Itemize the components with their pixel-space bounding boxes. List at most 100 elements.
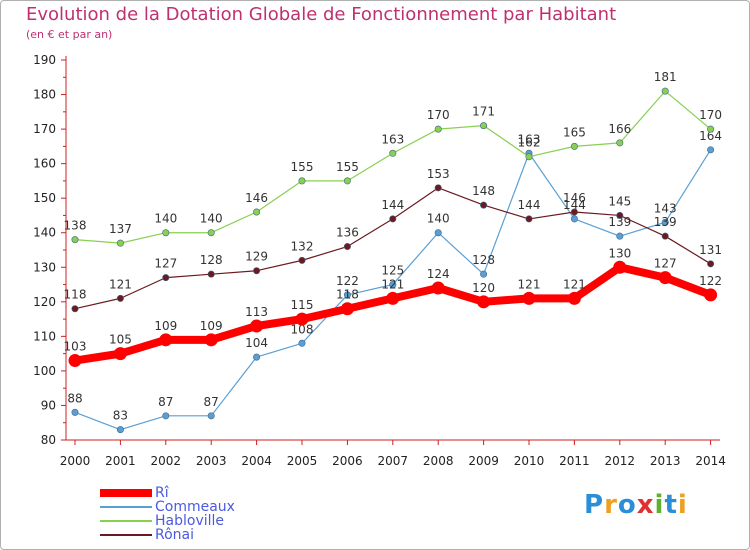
- data-label-ronai: 118: [64, 288, 87, 302]
- data-point-commeaux: [162, 412, 170, 420]
- data-point-habloville: [343, 177, 351, 185]
- data-point-ronai: [480, 201, 488, 209]
- data-point-commeaux: [207, 412, 215, 420]
- data-point-commeaux: [661, 218, 669, 226]
- x-tick-label: 2009: [468, 454, 499, 468]
- x-tick-label: 2001: [105, 454, 136, 468]
- data-label-ri: 115: [291, 298, 314, 312]
- data-label-commeaux: 87: [204, 395, 219, 409]
- data-label-ronai: 131: [699, 243, 722, 257]
- data-point-habloville: [116, 239, 124, 247]
- data-point-commeaux: [116, 426, 124, 434]
- y-tick-label: 160: [33, 157, 56, 171]
- data-label-ri: 130: [608, 246, 631, 260]
- data-label-commeaux: 125: [381, 264, 404, 278]
- data-label-ronai: 139: [654, 215, 677, 229]
- data-label-ri: 122: [699, 274, 722, 288]
- data-point-ronai: [162, 274, 170, 282]
- data-point-commeaux: [389, 281, 397, 289]
- data-point-ri: [386, 291, 400, 305]
- data-label-habloville: 155: [336, 160, 359, 174]
- data-point-ronai: [343, 243, 351, 251]
- data-label-habloville: 170: [699, 108, 722, 122]
- data-label-habloville: 171: [472, 105, 495, 119]
- data-point-ri: [613, 260, 627, 274]
- data-point-commeaux: [298, 339, 306, 347]
- data-label-ri: 109: [200, 319, 223, 333]
- data-point-commeaux: [343, 291, 351, 299]
- data-label-ronai: 144: [381, 198, 404, 212]
- chart-title: Evolution de la Dotation Globale de Fonc…: [26, 4, 617, 25]
- data-point-ri: [68, 354, 82, 368]
- data-point-commeaux: [616, 232, 624, 240]
- data-label-ri: 127: [654, 257, 677, 271]
- data-point-commeaux: [71, 408, 79, 416]
- x-tick-label: 2004: [241, 454, 272, 468]
- y-tick-label: 180: [33, 88, 56, 102]
- y-tick-label: 110: [33, 329, 56, 343]
- data-point-commeaux: [253, 353, 261, 361]
- legend-label: Rî: [155, 485, 169, 501]
- x-tick-label: 2012: [605, 454, 636, 468]
- data-point-ronai: [661, 232, 669, 240]
- data-point-ronai: [207, 270, 215, 278]
- x-tick-label: 2011: [559, 454, 590, 468]
- data-label-ronai: 148: [472, 184, 495, 198]
- data-label-ronai: 144: [518, 198, 541, 212]
- logo-letter: r: [604, 490, 618, 520]
- data-label-ri: 120: [472, 281, 495, 295]
- data-label-commeaux: 164: [699, 129, 722, 143]
- x-tick-label: 2006: [332, 454, 363, 468]
- data-point-ri: [250, 319, 264, 333]
- data-label-commeaux: 88: [67, 391, 82, 405]
- data-point-ronai: [298, 256, 306, 264]
- data-label-habloville: 181: [654, 70, 677, 84]
- y-tick-label: 150: [33, 191, 56, 205]
- legend-swatch: [100, 520, 152, 522]
- data-label-ronai: 153: [427, 167, 450, 181]
- data-label-habloville: 162: [518, 136, 541, 150]
- data-label-habloville: 140: [200, 212, 223, 226]
- data-point-ri: [658, 271, 672, 285]
- logo-letter: o: [617, 490, 637, 520]
- data-point-habloville: [525, 153, 533, 161]
- y-tick-label: 170: [33, 122, 56, 136]
- data-label-ri: 121: [381, 277, 404, 291]
- data-point-ronai: [570, 208, 578, 216]
- data-point-ri: [431, 281, 445, 295]
- y-tick-label: 120: [33, 295, 56, 309]
- legend-label: Commeaux: [155, 499, 235, 515]
- x-tick-label: 2014: [695, 454, 726, 468]
- data-label-ri: 109: [154, 319, 177, 333]
- legend-swatch: [100, 506, 152, 508]
- data-point-habloville: [71, 236, 79, 244]
- data-label-ronai: 129: [245, 250, 268, 264]
- data-point-ri: [113, 347, 127, 361]
- logo-letter: i: [654, 490, 665, 520]
- x-tick-label: 2010: [514, 454, 545, 468]
- data-label-habloville: 140: [154, 212, 177, 226]
- data-label-ronai: 145: [608, 194, 631, 208]
- data-label-ri: 118: [336, 288, 359, 302]
- y-tick-label: 100: [33, 364, 56, 378]
- data-label-habloville: 155: [291, 160, 314, 174]
- data-point-ronai: [616, 211, 624, 219]
- y-tick-label: 140: [33, 226, 56, 240]
- data-point-ri: [567, 291, 581, 305]
- data-point-habloville: [162, 229, 170, 237]
- data-point-habloville: [434, 125, 442, 133]
- data-point-ronai: [116, 294, 124, 302]
- x-tick-label: 2008: [423, 454, 454, 468]
- legend-swatch: [100, 534, 152, 536]
- data-label-habloville: 137: [109, 222, 132, 236]
- data-label-commeaux: 122: [336, 274, 359, 288]
- data-point-ronai: [707, 260, 715, 268]
- legend-label: Habloville: [155, 513, 225, 529]
- data-point-habloville: [298, 177, 306, 185]
- data-point-ri: [477, 295, 491, 309]
- data-label-ri: 113: [245, 305, 268, 319]
- data-point-habloville: [707, 125, 715, 133]
- data-point-commeaux: [480, 270, 488, 278]
- data-point-commeaux: [570, 215, 578, 223]
